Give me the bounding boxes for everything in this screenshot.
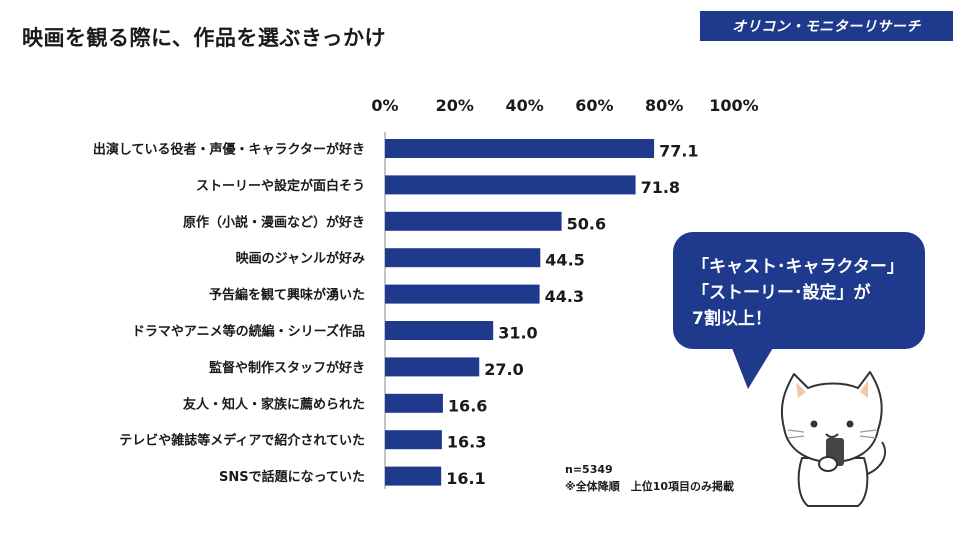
data-label: 16.3 — [447, 433, 486, 452]
category-label: ストーリーや設定が面白そう — [196, 178, 365, 194]
x-tick-label: 0% — [371, 96, 398, 115]
bar — [385, 248, 541, 268]
speech-bubble-tail — [730, 343, 776, 389]
bar — [385, 466, 442, 486]
callout-line-3: 7割以上！ — [692, 309, 772, 329]
data-label: 71.8 — [641, 178, 680, 197]
brand-badge: オリコン・モニターリサーチ — [700, 11, 953, 41]
bar — [385, 321, 494, 340]
x-tick-label: 100% — [709, 96, 758, 115]
category-label: ドラマやアニメ等の続編・シリーズ作品 — [132, 324, 365, 340]
callout-line-1: 「キャスト･キャラクター」 — [692, 257, 904, 277]
category-label: 原作（小説・漫画など）が好き — [183, 214, 365, 230]
category-label: 映画のジャンルが好み — [236, 251, 365, 267]
cat-mascot-icon — [780, 371, 887, 507]
category-label: 友人・知人・家族に薦められた — [183, 396, 365, 412]
x-tick-label: 20% — [436, 96, 474, 115]
category-label: 出演している役者・声優・キャラクターが好き — [93, 142, 365, 158]
data-label: 31.0 — [498, 324, 537, 343]
chart-note: n=5349 ※全体降順 上位10項目のみ掲載 — [565, 461, 734, 495]
category-label: SNSで話題になっていた — [219, 469, 365, 485]
bar — [385, 175, 636, 195]
category-label: 予告編を観て興味が湧いた — [209, 287, 365, 303]
sample-size: n=5349 — [565, 463, 613, 476]
bar — [385, 357, 480, 377]
speech-bubble — [673, 232, 925, 349]
data-label: 44.5 — [545, 251, 584, 270]
bar — [385, 284, 540, 304]
category-label: 監督や制作スタッフが好き — [209, 360, 365, 376]
sort-remark: ※全体降順 上位10項目のみ掲載 — [565, 480, 735, 493]
data-label: 77.1 — [659, 142, 698, 161]
data-label: 44.3 — [545, 287, 584, 306]
bar — [385, 430, 442, 450]
speech-bubble-text: 「キャスト･キャラクター」 「ストーリー･設定」が 7割以上！ — [692, 254, 904, 332]
callout-line-2: 「ストーリー･設定」が — [692, 283, 871, 303]
x-tick-label: 40% — [505, 96, 543, 115]
category-label: テレビや雑誌等メディアで紹介されていた — [119, 433, 365, 449]
data-label: 27.0 — [484, 360, 523, 379]
data-label: 50.6 — [567, 214, 606, 233]
page-title: 映画を観る際に、作品を選ぶきっかけ — [22, 26, 387, 50]
data-label: 16.6 — [448, 396, 487, 415]
x-tick-label: 80% — [645, 96, 683, 115]
x-tick-label: 60% — [575, 96, 613, 115]
bar — [385, 393, 443, 413]
bar — [385, 139, 655, 158]
data-label: 16.1 — [446, 469, 485, 488]
bar — [385, 211, 562, 231]
